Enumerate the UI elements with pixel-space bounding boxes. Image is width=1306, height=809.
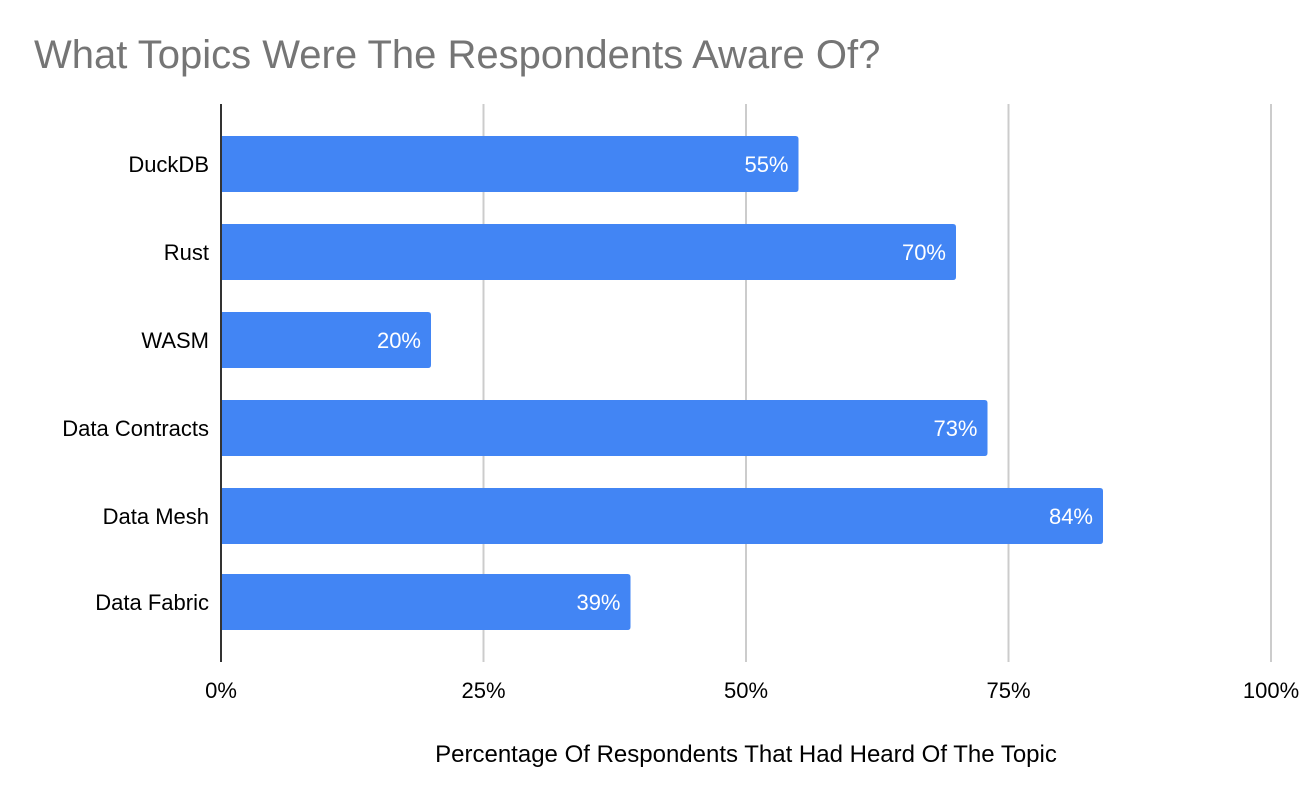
bar-wasm (221, 312, 431, 368)
data-label-data-mesh: 84% (1049, 504, 1093, 529)
category-label-rust: Rust (164, 240, 209, 265)
data-label-data-fabric: 39% (576, 590, 620, 615)
x-tick-label-50: 50% (724, 678, 768, 703)
x-tick-label-25: 25% (461, 678, 505, 703)
x-axis-title: Percentage Of Respondents That Had Heard… (435, 741, 1057, 768)
grid-lines (482, 104, 1272, 662)
bar-data-mesh (221, 488, 1103, 544)
bar-data-contracts (221, 400, 988, 456)
data-labels: 55% 70% 20% 73% 84% 39% (377, 152, 1093, 615)
x-tick-label-100: 100% (1243, 678, 1299, 703)
data-label-data-contracts: 73% (933, 416, 977, 441)
bar-duckdb (221, 136, 799, 192)
data-label-duckdb: 55% (744, 152, 788, 177)
category-labels: DuckDB Rust WASM Data Contracts Data Mesh Dat… (62, 152, 209, 615)
category-label-wasm: WASM (141, 328, 209, 353)
bars (221, 136, 1103, 630)
category-label-data-contracts: Data Contracts (62, 416, 209, 441)
category-label-data-fabric: Data Fabric (95, 590, 209, 615)
data-label-wasm: 20% (377, 328, 421, 353)
chart-title: What Topics Were The Respondents Aware O… (34, 33, 880, 77)
bar-data-fabric (221, 574, 631, 630)
x-tick-labels: 0% 25% 50% 75% 100% (205, 678, 1299, 703)
category-label-data-mesh: Data Mesh (103, 504, 209, 529)
category-label-duckdb: DuckDB (128, 152, 209, 177)
bar-rust (221, 224, 956, 280)
x-tick-label-75: 75% (986, 678, 1030, 703)
x-tick-label-0: 0% (205, 678, 237, 703)
data-label-rust: 70% (902, 240, 946, 265)
